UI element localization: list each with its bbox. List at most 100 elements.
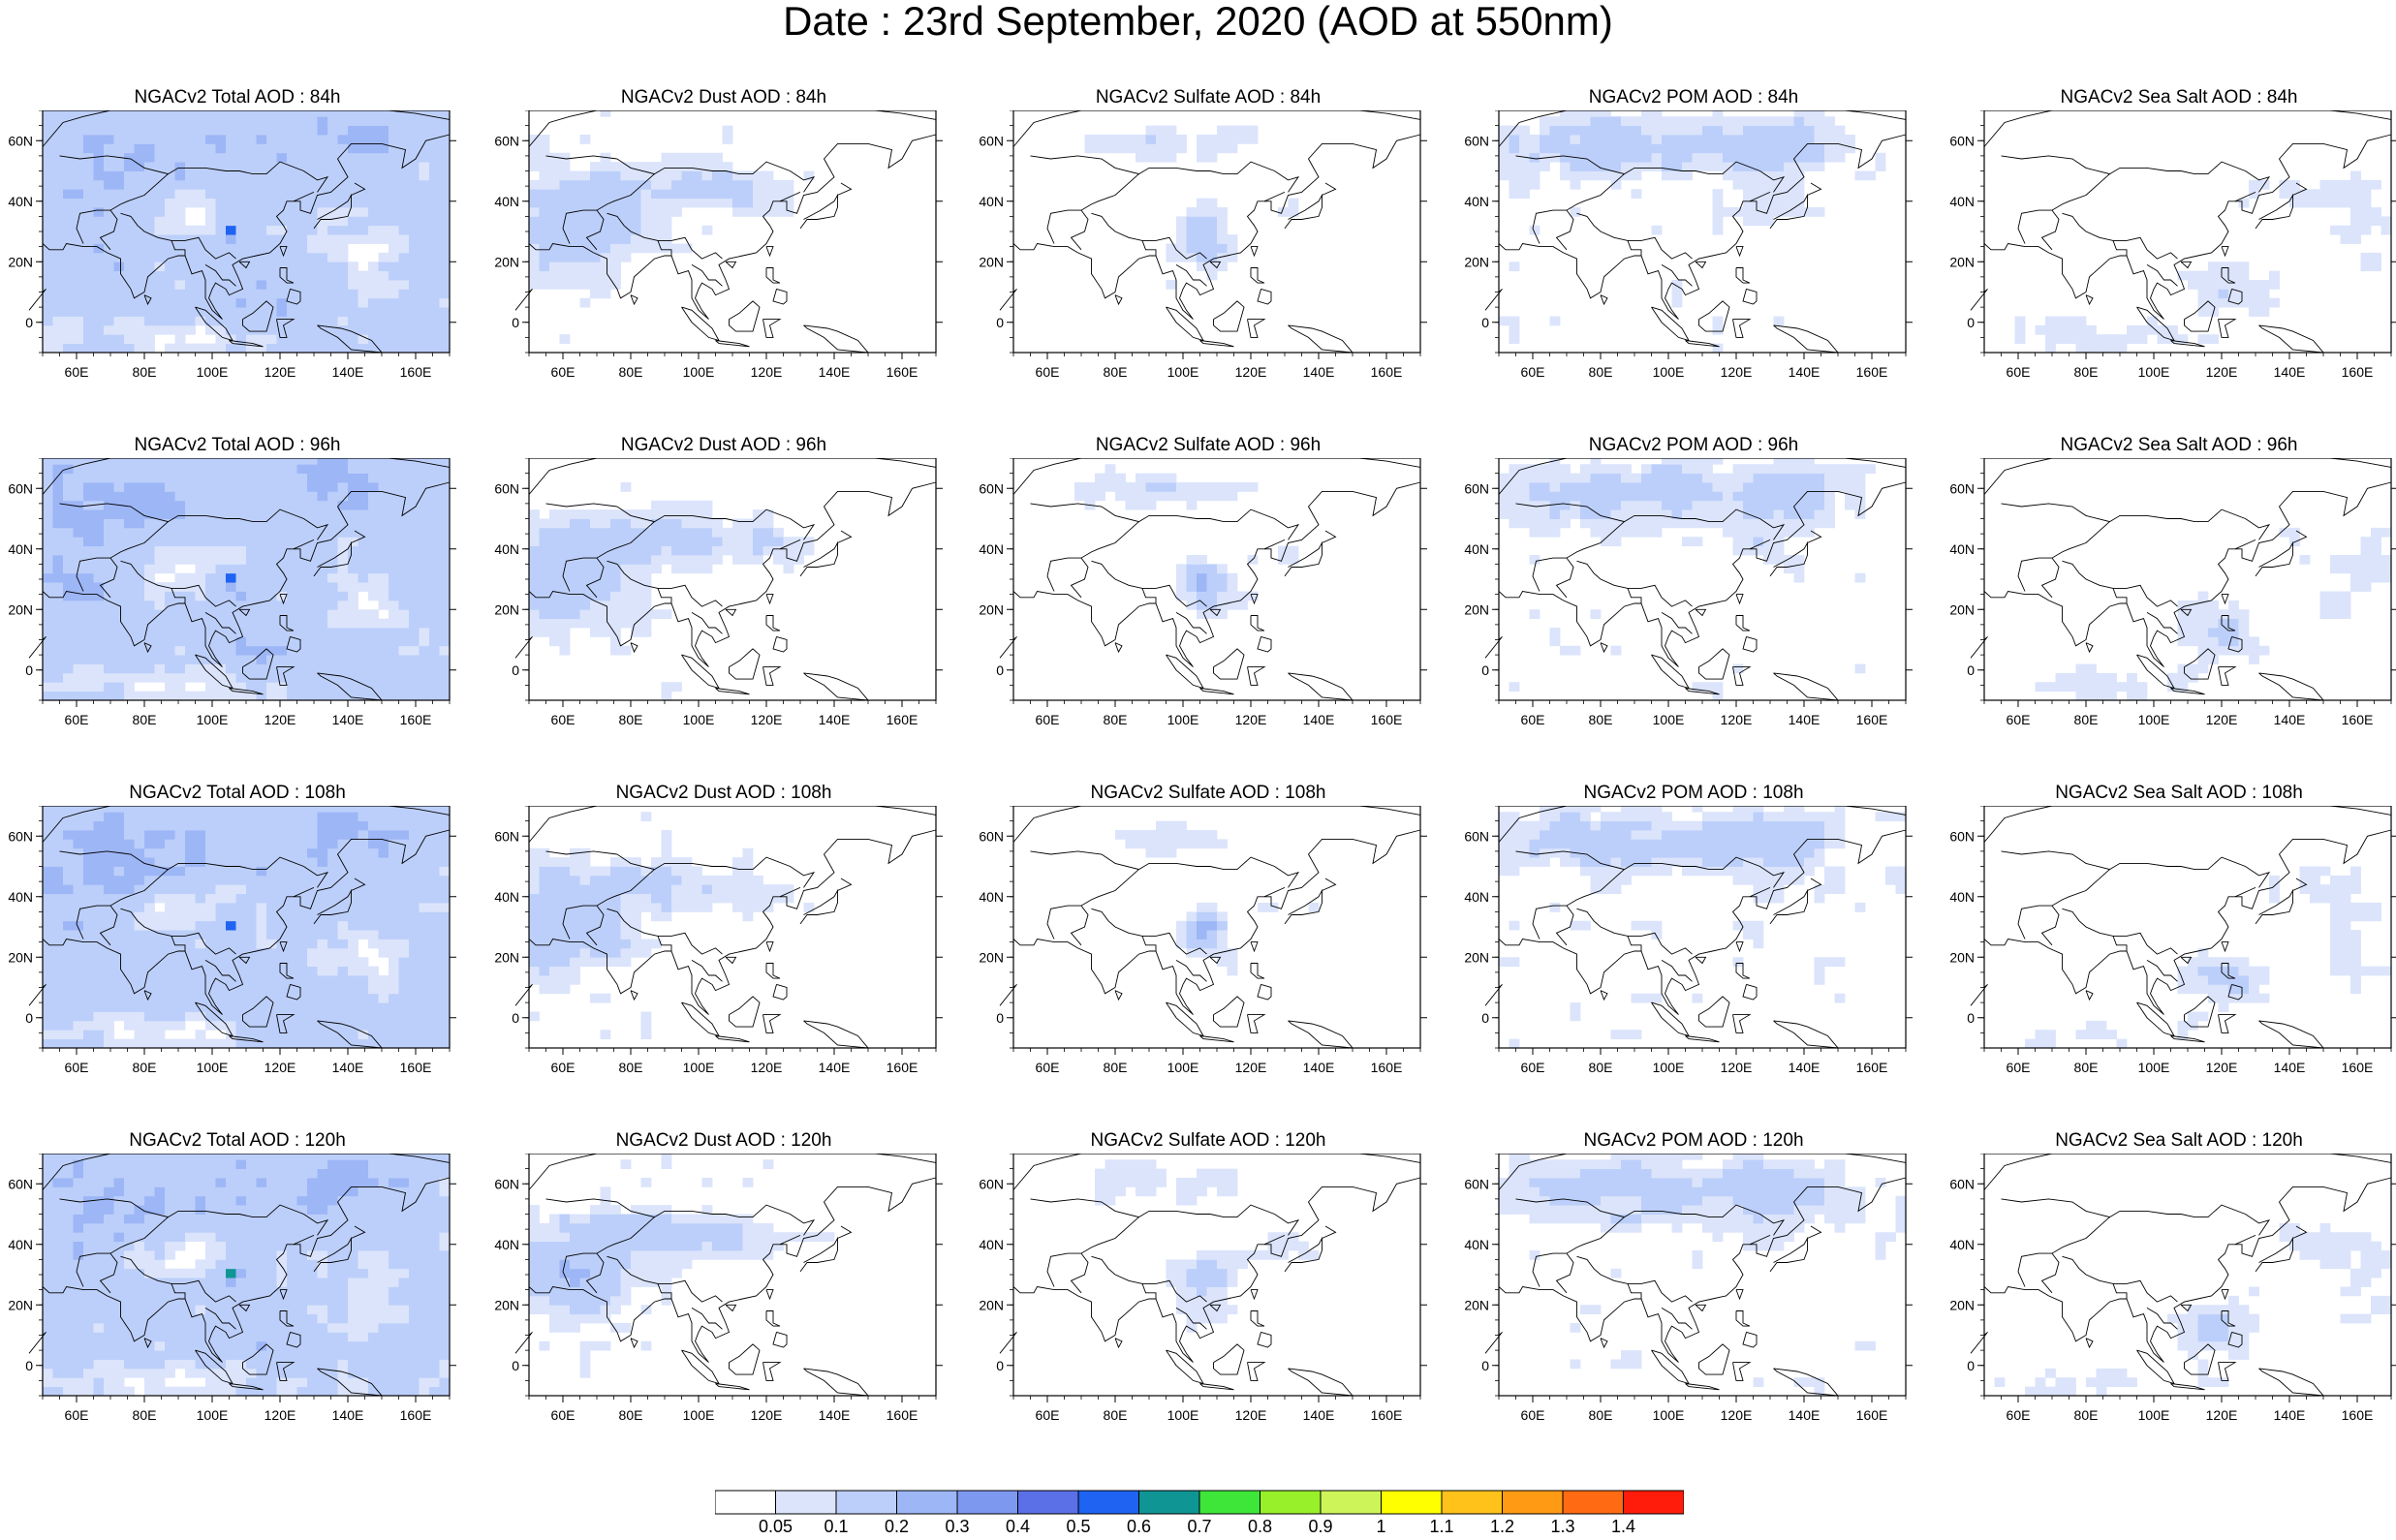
aod-field (1499, 1154, 1906, 1396)
y-tick-label: 40N (979, 889, 1004, 905)
x-tick-label: 60E (1036, 364, 1060, 380)
x-tick-label: 140E (819, 1060, 851, 1075)
panel-title: NGACv2 Sulfate AOD : 84h (971, 87, 1446, 108)
y-tick-label: 60N (494, 1176, 519, 1191)
colorbar-swatch (1078, 1491, 1139, 1514)
x-tick-label: 80E (1104, 712, 1128, 727)
x-tick-label: 140E (1789, 712, 1820, 727)
y-tick-label: 60N (1464, 480, 1489, 496)
aod-field (1499, 806, 1906, 1048)
x-tick-label: 160E (1856, 1407, 1888, 1423)
x-tick-label: 100E (1653, 1407, 1685, 1423)
y-tick-label: 0 (1967, 662, 1975, 678)
panel-title: NGACv2 Dust AOD : 96h (486, 435, 961, 456)
panel-title: NGACv2 Dust AOD : 108h (486, 783, 961, 804)
panel-title: NGACv2 POM AOD : 108h (1456, 783, 1931, 804)
x-tick-label: 100E (2138, 364, 2170, 380)
x-tick-label: 140E (819, 1407, 851, 1423)
x-tick-label: 120E (1235, 712, 1267, 727)
colorbar-swatch (1442, 1491, 1503, 1514)
x-tick-label: 100E (2138, 1407, 2170, 1423)
aod-field (43, 110, 450, 353)
x-tick-label: 120E (264, 1060, 296, 1075)
x-tick-label: 120E (1721, 1060, 1753, 1075)
y-tick-label: 0 (1967, 315, 1975, 330)
aod-field (43, 806, 450, 1048)
x-tick-label: 120E (751, 1407, 783, 1423)
x-tick-label: 140E (1789, 1060, 1820, 1075)
x-tick-label: 160E (887, 364, 918, 380)
y-tick-label: 20N (8, 601, 33, 617)
colorbar-label: 0.2 (885, 1517, 909, 1537)
colorbar-label: 1.4 (1611, 1517, 1635, 1537)
aod-field (2036, 528, 2392, 701)
aod-field (529, 812, 814, 1039)
x-tick-label: 100E (1167, 1407, 1199, 1423)
y-tick-label: 40N (494, 194, 519, 209)
aod-field (529, 1154, 834, 1378)
x-tick-label: 160E (400, 712, 432, 727)
panel-title: NGACv2 POM AOD : 120h (1456, 1130, 1931, 1152)
x-tick-label: 60E (1036, 712, 1060, 727)
y-tick-label: 20N (8, 254, 33, 269)
panel-title: NGACv2 Sulfate AOD : 108h (971, 783, 1446, 804)
colorbar-swatch (1382, 1491, 1443, 1514)
y-tick-label: 60N (979, 828, 1004, 844)
x-tick-label: 80E (619, 1407, 643, 1423)
x-tick-label: 80E (2074, 1407, 2099, 1423)
colorbar-swatch (1139, 1491, 1200, 1514)
x-tick-label: 80E (1589, 1407, 1613, 1423)
x-tick-label: 140E (332, 1407, 364, 1423)
x-tick-label: 100E (683, 1060, 715, 1075)
y-tick-label: 20N (494, 1297, 519, 1312)
x-tick-label: 160E (1371, 712, 1403, 727)
x-tick-label: 80E (2074, 712, 2099, 727)
y-tick-label: 0 (996, 315, 1004, 330)
y-tick-label: 20N (494, 949, 519, 965)
y-tick-label: 60N (494, 828, 519, 844)
y-tick-label: 40N (494, 889, 519, 905)
x-tick-label: 60E (65, 1060, 89, 1075)
coastlines (1971, 110, 2391, 353)
colorbar-swatch (1563, 1491, 1624, 1514)
colorbar-swatch (1503, 1491, 1564, 1514)
x-tick-label: 120E (264, 712, 296, 727)
y-tick-label: 0 (996, 1358, 1004, 1373)
x-tick-label: 60E (1036, 1060, 1060, 1075)
panel-title: NGACv2 Sea Salt AOD : 120h (1942, 1130, 2396, 1152)
y-tick-label: 60N (1949, 1176, 1975, 1191)
x-tick-label: 60E (551, 1060, 576, 1075)
x-tick-label: 100E (2138, 1060, 2170, 1075)
x-tick-label: 120E (751, 1060, 783, 1075)
y-tick-label: 40N (1464, 541, 1489, 557)
panel-title: NGACv2 Dust AOD : 84h (486, 87, 961, 108)
x-tick-label: 140E (2274, 712, 2306, 727)
y-tick-label: 40N (979, 194, 1004, 209)
x-tick-label: 160E (2342, 1407, 2374, 1423)
x-tick-label: 80E (619, 712, 643, 727)
y-tick-label: 40N (1949, 194, 1975, 209)
y-tick-label: 0 (1967, 1358, 1975, 1373)
y-tick-label: 0 (512, 1010, 519, 1026)
y-tick-label: 40N (1949, 541, 1975, 557)
x-tick-label: 120E (2206, 712, 2238, 727)
panel-title: NGACv2 Dust AOD : 120h (486, 1130, 961, 1152)
x-tick-label: 100E (1167, 1060, 1199, 1075)
x-tick-label: 100E (1653, 364, 1685, 380)
colorbar-swatch (897, 1491, 958, 1514)
x-tick-label: 80E (133, 1060, 157, 1075)
x-tick-label: 120E (1721, 712, 1753, 727)
x-tick-label: 140E (819, 712, 851, 727)
